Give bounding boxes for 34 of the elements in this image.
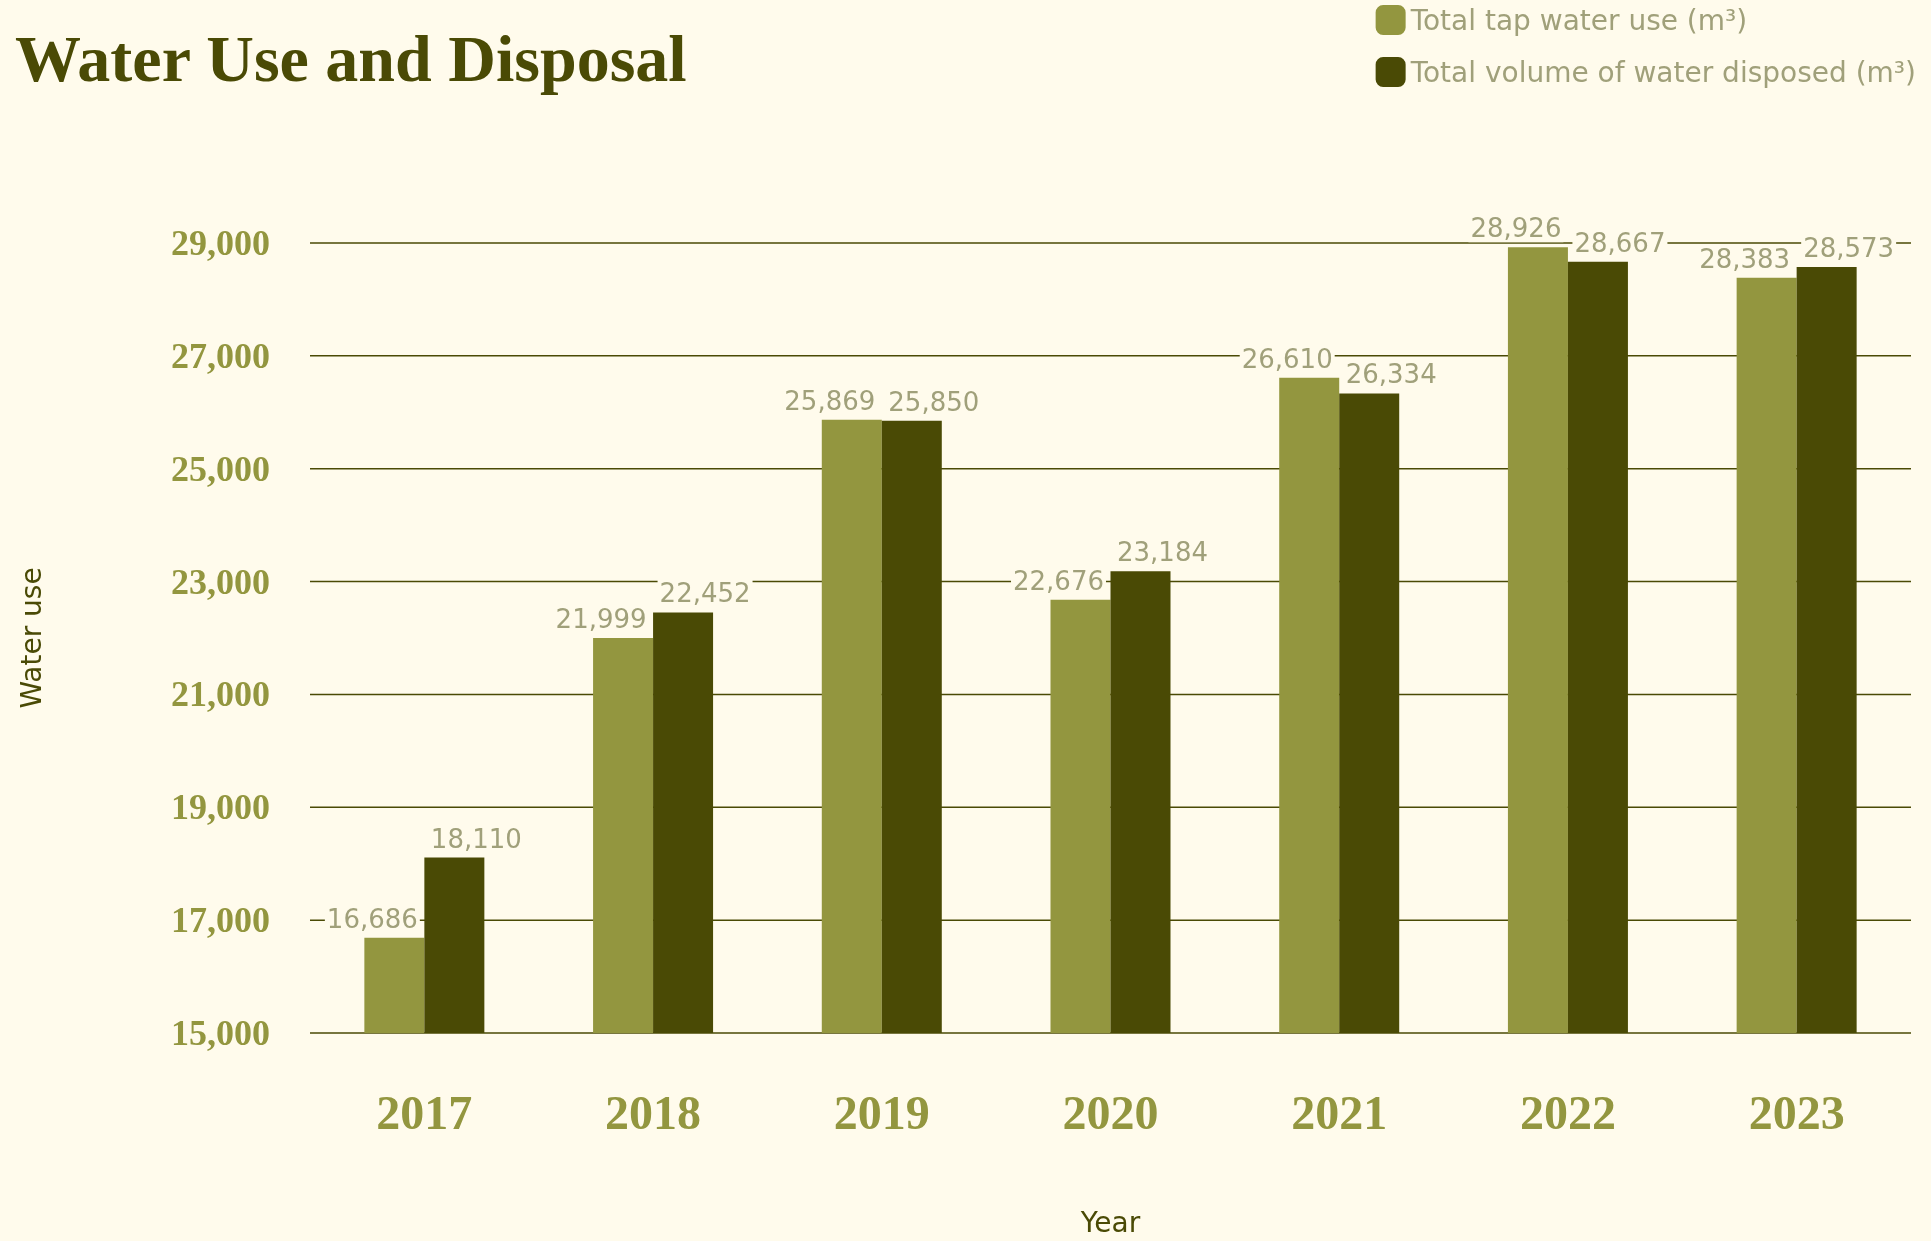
data-label: 23,184 xyxy=(1117,537,1208,568)
x-tick-label: 2020 xyxy=(1062,1085,1159,1139)
x-tick-label: 2022 xyxy=(1519,1085,1616,1139)
x-tick-label: 2019 xyxy=(833,1085,930,1139)
data-label: 28,573 xyxy=(1803,233,1895,264)
data-label: 21,999 xyxy=(555,604,647,635)
data-label: 25,869 xyxy=(784,385,876,416)
data-label: 28,667 xyxy=(1574,227,1666,258)
data-label: 16,686 xyxy=(326,903,418,934)
y-tick-label: 27,000 xyxy=(171,335,270,376)
y-tick-label: 19,000 xyxy=(171,787,270,828)
y-axis-title: Water use xyxy=(14,567,48,709)
data-label: 28,383 xyxy=(1699,243,1791,274)
chart-title: Water Use and Disposal xyxy=(15,21,687,95)
x-tick-label: 2021 xyxy=(1291,1085,1388,1139)
y-tick-label: 29,000 xyxy=(171,223,270,263)
data-label: 22,676 xyxy=(1013,565,1104,596)
x-tick-label: 2023 xyxy=(1748,1085,1845,1139)
y-tick-label: 17,000 xyxy=(171,900,270,941)
legend-label: Total tap water use (m³) xyxy=(1409,3,1748,37)
legend-label: Total volume of water disposed (m³) xyxy=(1409,55,1917,89)
y-tick-label: 21,000 xyxy=(171,674,270,715)
x-tick-label: 2017 xyxy=(376,1085,473,1139)
y-tick-label: 25,000 xyxy=(171,448,270,489)
data-label: 28,926 xyxy=(1470,213,1562,244)
data-label: 25,850 xyxy=(888,386,980,417)
data-label: 26,610 xyxy=(1241,343,1333,374)
data-label: 26,334 xyxy=(1345,359,1437,390)
y-tick-label: 23,000 xyxy=(171,561,270,602)
x-axis-title: Year xyxy=(1079,1205,1141,1239)
data-label: 18,110 xyxy=(430,823,522,854)
x-tick-label: 2018 xyxy=(605,1085,702,1139)
y-tick-label: 15,000 xyxy=(171,1013,270,1053)
data-label: 22,452 xyxy=(659,578,751,609)
